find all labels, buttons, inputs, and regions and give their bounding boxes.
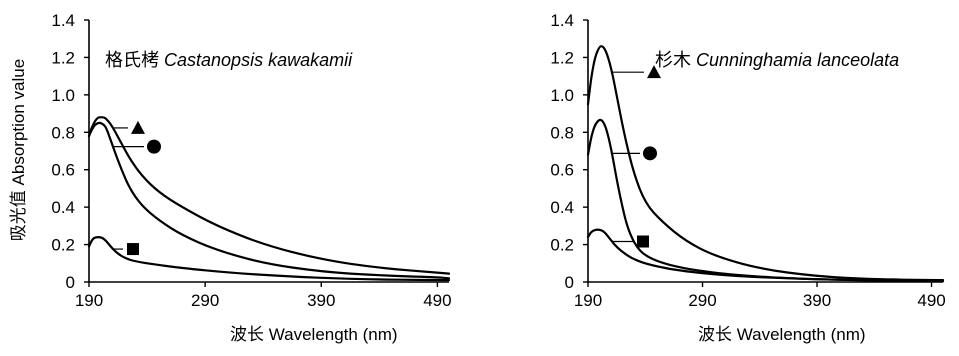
title-chinese-name: 格氏栲 [105,50,164,70]
chart-panel-1: 0 0.2 0.4 0.6 0.8 1.0 1.2 1.4 190 290 390 490 格氏栲 Ca… [9,11,452,344]
title-latin-name: Cunninghamia lanceolata [696,50,899,70]
series-line-square [87,236,451,282]
x-tick-label: 290 [688,291,716,310]
y-tick-label: 0 [66,273,75,292]
y-tick-label: 1.0 [550,86,574,105]
triangle-marker [131,120,145,134]
chart-panel-2: 0 0.2 0.4 0.6 0.8 1.0 1.2 1.4 190 290 390 490 杉木 Cun… [550,11,945,344]
circle-marker [147,139,161,154]
x-axis-label: 波长 Wavelength (nm) [698,325,866,344]
chart-title: 格氏栲 Castanopsis kawakamii [105,50,353,70]
x-tick-label: 490 [423,291,451,310]
y-tick-label: 1.2 [51,48,75,67]
square-marker [127,243,139,256]
y-tick-label: 1.4 [51,11,75,30]
y-tick-label: 1.2 [550,48,574,67]
title-chinese-name: 杉木 [655,50,696,70]
series-line-square [586,228,945,283]
square-marker [637,235,649,248]
x-tick-label: 290 [191,291,219,310]
x-axis-label: 波长 Wavelength (nm) [230,325,398,344]
y-axis-label: 吸光值 Absorption value [9,59,28,241]
series-line-circle [87,121,451,280]
y-tick-label: 0.6 [51,161,75,180]
x-tick-label: 490 [917,291,945,310]
y-tick-label: 1.0 [51,86,75,105]
series-line-circle [586,118,945,283]
series-line-triangle [87,116,451,275]
x-tick-label: 190 [574,291,602,310]
x-tick-label: 390 [803,291,831,310]
chart-title: 杉木 Cunninghamia lanceolata [655,50,899,70]
title-latin-name: Castanopsis kawakamii [164,50,353,70]
y-tick-label: 0.4 [550,198,574,217]
y-tick-label: 0 [565,273,574,292]
circle-marker [643,146,657,161]
y-tick-label: 0.8 [51,123,75,142]
x-tick-label: 190 [75,291,103,310]
y-tick-label: 1.4 [550,11,574,30]
series-line-triangle [586,45,945,282]
y-tick-label: 0.4 [51,198,75,217]
y-tick-label: 0.6 [550,161,574,180]
y-tick-label: 0.2 [51,236,75,255]
y-tick-label: 0.8 [550,123,574,142]
x-tick-label: 390 [307,291,335,310]
triangle-marker [647,65,661,79]
y-tick-label: 0.2 [550,236,574,255]
